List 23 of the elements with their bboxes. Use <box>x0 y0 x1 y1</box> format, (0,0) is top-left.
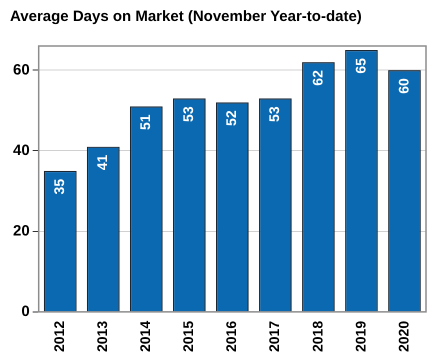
data-label: 60 <box>395 78 412 94</box>
x-tick-label: 2020 <box>395 320 412 352</box>
x-tick-label: 2017 <box>266 320 282 352</box>
data-label: 65 <box>352 58 368 74</box>
y-tick-label: 20 <box>12 222 30 240</box>
data-label: 62 <box>309 70 326 86</box>
x-tick-label: 2015 <box>180 320 196 352</box>
data-label: 51 <box>137 114 154 130</box>
x-tick-label: 2016 <box>223 320 240 352</box>
chart-title: Average Days on Market (November Year-to-date) <box>10 8 362 26</box>
x-tick-label: 2018 <box>309 320 326 352</box>
data-label: 41 <box>94 154 110 170</box>
x-tick-label: 2012 <box>51 320 68 352</box>
data-label: 53 <box>266 106 282 122</box>
x-tick-label: 2014 <box>137 320 154 352</box>
data-label: 52 <box>223 110 240 126</box>
x-tick-label: 2019 <box>352 320 368 352</box>
x-tick-label: 2013 <box>94 320 110 352</box>
y-tick-label: 60 <box>12 61 30 78</box>
data-label: 35 <box>51 178 68 194</box>
y-tick-label: 0 <box>21 302 30 320</box>
data-label: 53 <box>180 106 196 122</box>
y-tick-label: 40 <box>12 142 30 159</box>
